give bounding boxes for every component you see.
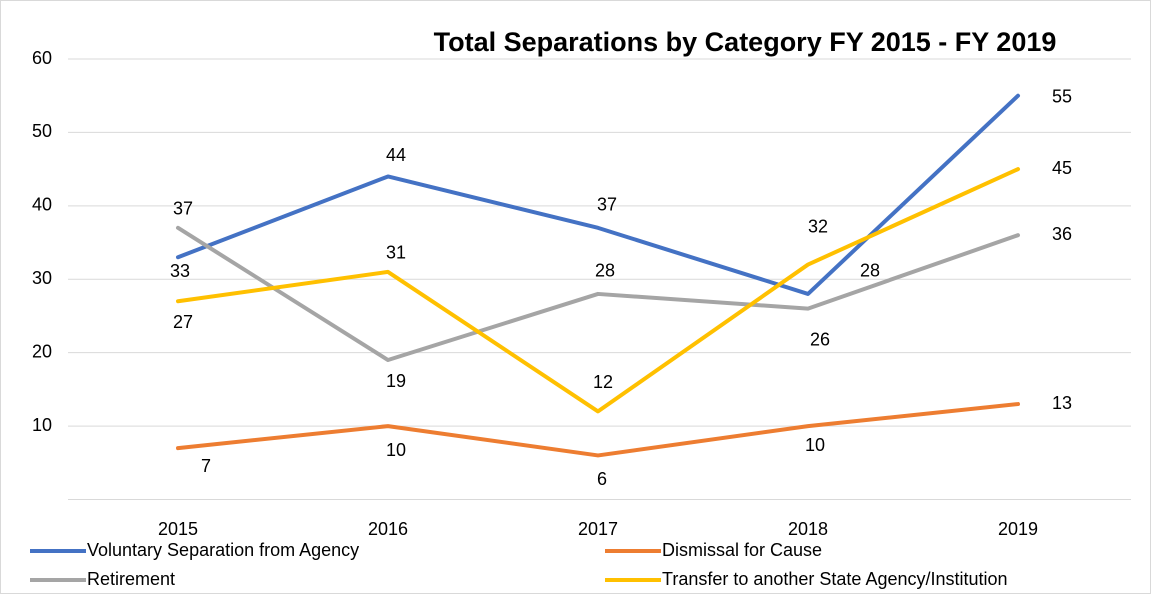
data-label: 12 (593, 372, 613, 392)
data-label: 37 (173, 199, 193, 219)
x-tick-label: 2018 (788, 519, 828, 539)
x-tick-label: 2019 (998, 519, 1038, 539)
y-tick-label: 10 (32, 415, 52, 435)
x-tick-label: 2017 (578, 519, 618, 539)
data-label: 26 (810, 329, 830, 349)
y-tick-label: 40 (32, 195, 52, 215)
data-label: 7 (201, 456, 211, 476)
data-label: 36 (1052, 224, 1072, 244)
y-tick-label: 30 (32, 268, 52, 288)
data-label: 33 (170, 261, 190, 281)
series-line (176, 93, 1020, 296)
data-label: 10 (805, 435, 825, 455)
series-line (176, 402, 1020, 458)
y-tick-label: 20 (32, 341, 52, 361)
legend-label: Retirement (87, 569, 175, 589)
series-line (176, 167, 1020, 414)
data-label: 19 (386, 371, 406, 391)
legend-label: Transfer to another State Agency/Institu… (662, 569, 1008, 589)
data-label: 44 (386, 145, 406, 165)
x-tick-label: 2015 (158, 519, 198, 539)
data-label: 27 (173, 312, 193, 332)
legend-label: Voluntary Separation from Agency (87, 540, 359, 560)
data-label: 13 (1052, 393, 1072, 413)
data-label: 37 (597, 195, 617, 215)
data-label: 6 (597, 469, 607, 489)
data-label: 45 (1052, 158, 1072, 178)
data-label: 10 (386, 440, 406, 460)
legend-label: Dismissal for Cause (662, 540, 822, 560)
data-label: 32 (808, 216, 828, 236)
data-label: 31 (386, 243, 406, 263)
y-tick-label: 60 (32, 48, 52, 68)
series-line (176, 225, 1020, 363)
y-tick-label: 50 (32, 121, 52, 141)
x-tick-label: 2016 (368, 519, 408, 539)
data-label: 28 (860, 261, 880, 281)
chart-title: Total Separations by Category FY 2015 - … (434, 27, 1057, 57)
data-label: 55 (1052, 86, 1072, 106)
data-label: 28 (595, 261, 615, 281)
